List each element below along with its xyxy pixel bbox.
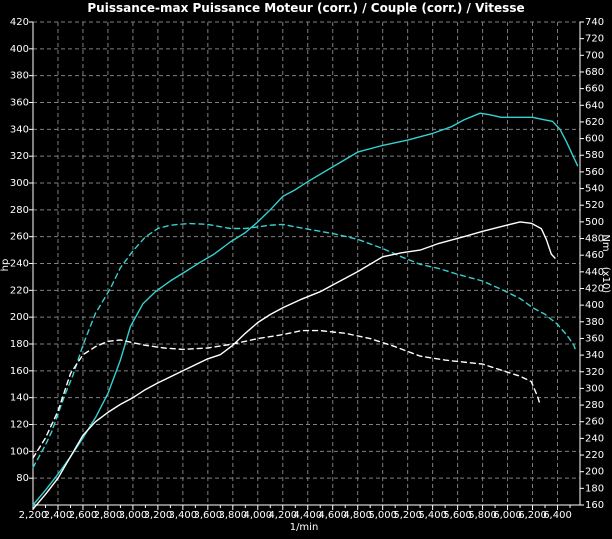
right-tick-label: 600 xyxy=(585,134,604,145)
right-tick-label: 560 xyxy=(585,167,604,178)
x-tick-label: 6,400 xyxy=(543,510,572,521)
right-tick-label: 580 xyxy=(585,150,604,161)
right-tick-label: 420 xyxy=(585,283,604,294)
x-tick-label: 6,200 xyxy=(518,510,547,521)
x-tick-label: 4,000 xyxy=(243,510,272,521)
left-tick-label: 380 xyxy=(10,71,29,82)
left-tick-label: 180 xyxy=(10,339,29,350)
right-tick-label: 740 xyxy=(585,17,604,28)
left-tick-label: 260 xyxy=(10,232,29,243)
right-tick-label: 280 xyxy=(585,400,604,411)
right-tick-label: 640 xyxy=(585,100,604,111)
x-tick-label: 5,800 xyxy=(468,510,497,521)
x-tick-label: 4,600 xyxy=(318,510,347,521)
x-tick-label: 4,800 xyxy=(343,510,372,521)
right-tick-label: 160 xyxy=(585,500,604,511)
left-tick-label: 100 xyxy=(10,446,29,457)
y-left-unit-label: hp xyxy=(0,259,11,272)
right-tick-label: 180 xyxy=(585,483,604,494)
right-tick-label: 200 xyxy=(585,467,604,478)
x-tick-label: 2,200 xyxy=(19,510,48,521)
right-tick-label: 400 xyxy=(585,300,604,311)
chart-title: Puissance-max Puissance Moteur (corr.) /… xyxy=(87,1,525,15)
x-tick-label: 2,800 xyxy=(94,510,123,521)
right-tick-label: 360 xyxy=(585,333,604,344)
left-tick-label: 200 xyxy=(10,312,29,323)
right-tick-label: 220 xyxy=(585,450,604,461)
left-tick-label: 280 xyxy=(10,205,29,216)
right-tick-label: 380 xyxy=(585,317,604,328)
left-tick-label: 140 xyxy=(10,393,29,404)
left-tick-label: 300 xyxy=(10,178,29,189)
left-tick-label: 400 xyxy=(10,44,29,55)
x-tick-label: 3,800 xyxy=(218,510,247,521)
right-tick-label: 540 xyxy=(585,184,604,195)
left-tick-label: 320 xyxy=(10,151,29,162)
puissance-non-corr-curve xyxy=(32,221,556,510)
y-right-sub-label: (x10) xyxy=(600,267,611,294)
left-tick-label: 80 xyxy=(16,473,29,484)
right-tick-label: 700 xyxy=(585,50,604,61)
x-tick-label: 3,000 xyxy=(119,510,148,521)
x-tick-label: 6,000 xyxy=(493,510,522,521)
right-tick-label: 460 xyxy=(585,250,604,261)
x-tick-label: 5,000 xyxy=(368,510,397,521)
couple-corr-curve xyxy=(32,222,577,469)
x-tick-label: 3,200 xyxy=(144,510,173,521)
right-tick-label: 620 xyxy=(585,117,604,128)
right-tick-label: 500 xyxy=(585,217,604,228)
right-tick-label: 520 xyxy=(585,200,604,211)
right-tick-label: 240 xyxy=(585,433,604,444)
left-tick-label: 420 xyxy=(10,17,29,28)
right-tick-label: 660 xyxy=(585,84,604,95)
x-tick-label: 5,200 xyxy=(393,510,422,521)
x-tick-label: 5,600 xyxy=(443,510,472,521)
x-unit-label: 1/min xyxy=(290,522,319,533)
x-tick-label: 5,400 xyxy=(418,510,447,521)
left-tick-label: 240 xyxy=(10,259,29,270)
x-tick-label: 4,400 xyxy=(293,510,322,521)
left-tick-label: 220 xyxy=(10,285,29,296)
left-tick-label: 120 xyxy=(10,420,29,431)
vitesse-curve-curve xyxy=(32,329,541,459)
x-tick-label: 3,600 xyxy=(194,510,223,521)
left-tick-label: 360 xyxy=(10,98,29,109)
x-tick-label: 3,400 xyxy=(169,510,198,521)
x-tick-label: 2,400 xyxy=(44,510,73,521)
x-tick-label: 4,200 xyxy=(268,510,297,521)
puissance-moteur-corr-curve xyxy=(32,112,579,506)
y-right-unit-label: Nm xyxy=(600,234,611,251)
left-tick-label: 160 xyxy=(10,366,29,377)
right-tick-label: 480 xyxy=(585,234,604,245)
x-tick-label: 2,600 xyxy=(69,510,98,521)
right-tick-label: 300 xyxy=(585,383,604,394)
right-tick-label: 340 xyxy=(585,350,604,361)
right-tick-label: 260 xyxy=(585,417,604,428)
right-tick-label: 680 xyxy=(585,67,604,78)
right-tick-label: 720 xyxy=(585,34,604,45)
right-tick-label: 440 xyxy=(585,267,604,278)
left-tick-label: 340 xyxy=(10,124,29,135)
right-tick-label: 320 xyxy=(585,367,604,378)
